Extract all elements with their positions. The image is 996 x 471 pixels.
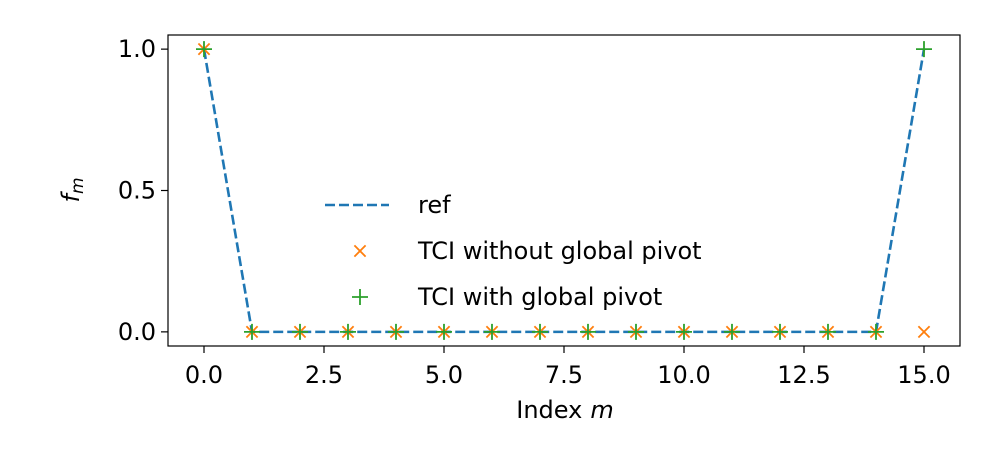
point-marker <box>340 323 356 340</box>
x-axis-label: Index m <box>516 396 613 424</box>
point-marker <box>868 323 884 340</box>
point-marker <box>724 323 740 340</box>
y-label-sub: m <box>68 177 88 194</box>
x-label-text: Index <box>516 396 582 424</box>
y-tick-label: 0.5 <box>118 177 156 205</box>
point-marker <box>676 323 692 340</box>
point-marker <box>436 323 452 340</box>
point-marker <box>628 323 644 340</box>
legend-marker <box>353 244 367 258</box>
x-tick-label: 12.5 <box>777 361 830 389</box>
point-marker <box>820 323 836 340</box>
point-marker <box>196 41 212 58</box>
y-axis-label: fm <box>57 177 88 202</box>
point-marker <box>580 323 596 340</box>
plot-frame <box>167 34 961 347</box>
x-tick-label: 15.0 <box>897 361 950 389</box>
legend-label: TCI with global pivot <box>417 283 662 311</box>
point-marker <box>484 323 500 340</box>
point-marker <box>292 323 308 340</box>
x-tick-label: 10.0 <box>657 361 710 389</box>
legend-label: ref <box>418 191 451 219</box>
point-marker <box>772 323 788 340</box>
y-tick-label: 0.0 <box>118 318 156 346</box>
legend-label: TCI without global pivot <box>417 237 702 265</box>
point-marker <box>532 323 548 340</box>
legend-marker <box>352 289 368 305</box>
x-tick-label: 2.5 <box>305 361 343 389</box>
point-marker <box>244 323 260 340</box>
ref-line <box>202 48 926 334</box>
point-marker <box>388 323 404 340</box>
x-tick-label: 5.0 <box>425 361 463 389</box>
x-tick-label: 7.5 <box>545 361 583 389</box>
y-tick-label: 1.0 <box>118 35 156 63</box>
x-tick-label: 0.0 <box>185 361 223 389</box>
point-marker <box>917 325 931 339</box>
x-label-var: m <box>590 396 613 424</box>
point-marker <box>916 41 932 58</box>
